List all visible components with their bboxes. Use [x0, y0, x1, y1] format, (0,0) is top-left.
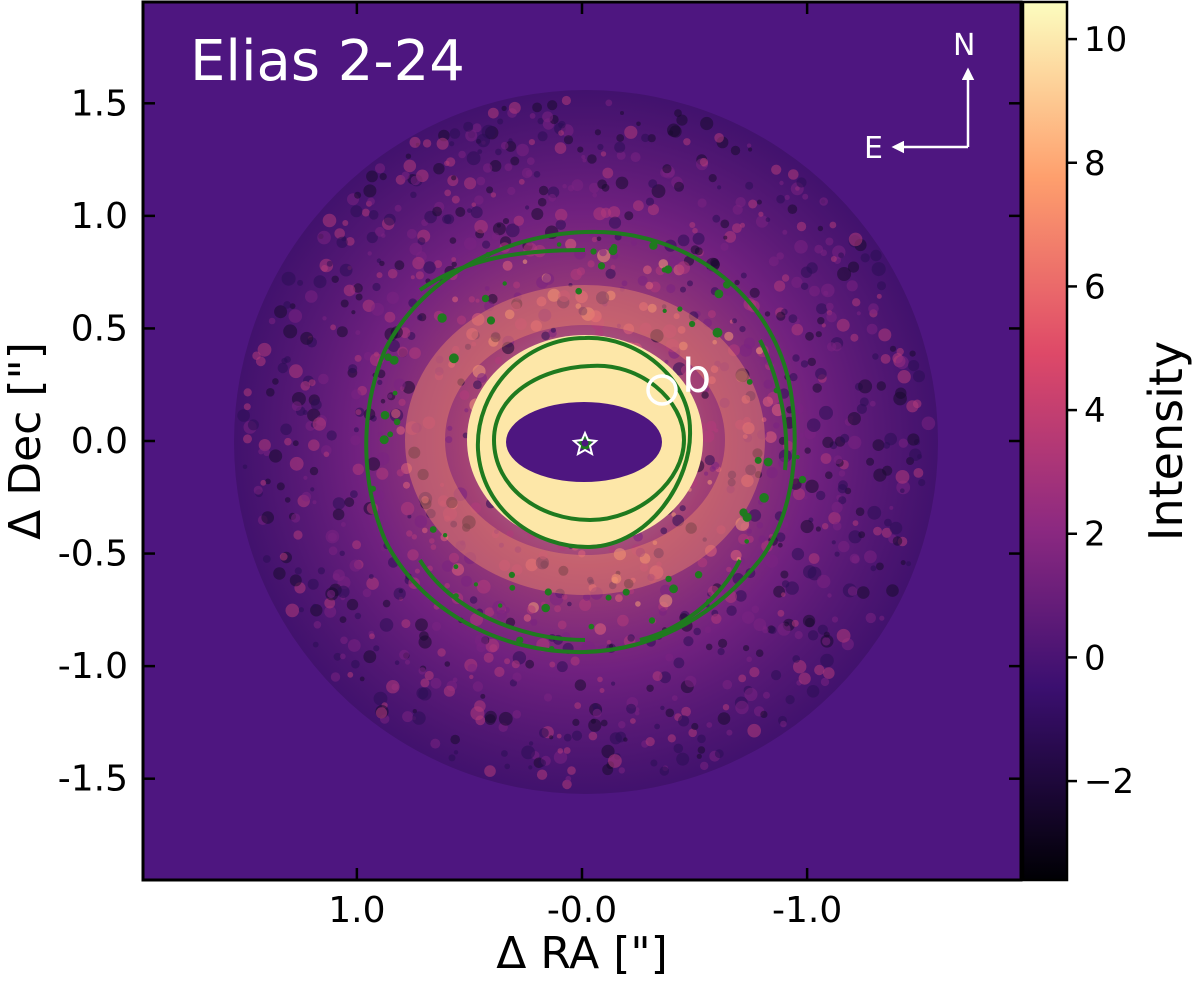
y-tick-label: 1.5: [71, 83, 128, 124]
x-axis-label: Δ RA ["]: [496, 928, 668, 979]
compass-north-label: N: [953, 28, 975, 63]
colorbar-frame: [1021, 0, 1069, 882]
compass: N E: [864, 28, 975, 166]
compass-east-label: E: [864, 131, 883, 166]
y-tick-label: -0.5: [58, 534, 128, 575]
star-icon: [571, 430, 599, 457]
x-tick-label: 1.0: [328, 890, 385, 931]
y-axis-label: Δ Dec ["]: [0, 342, 51, 540]
coronagraph-mask: [506, 402, 662, 482]
colorbar-ticks: 10 8 6 4 2 0 −2: [1067, 20, 1134, 802]
y-tick-label: -1.0: [58, 646, 128, 687]
colorbar-label: Intensity: [1139, 341, 1193, 541]
planet-b-marker: [646, 374, 678, 406]
colorbar-tick-label: 2: [1084, 515, 1106, 555]
contour-middle: [364, 229, 797, 655]
contour-outer: [418, 248, 789, 642]
x-tick-label: -1.0: [772, 890, 842, 931]
colorbar-tick-label: 10: [1084, 20, 1127, 60]
x-axis-ticks: 1.0 -0.0 -1.0: [328, 2, 842, 931]
colorbar-tick-label: 4: [1084, 391, 1106, 431]
panel-title: Elias 2-24: [190, 29, 465, 94]
colorbar: 10 8 6 4 2 0 −2 Intensity: [1021, 0, 1193, 882]
y-axis-ticks: 1.5 1.0 0.5 0.0 -0.5 -1.0 -1.5: [58, 83, 1021, 800]
colorbar-gradient: [1023, 2, 1067, 880]
contour-speckles: [370, 241, 807, 652]
y-tick-label: -1.5: [58, 759, 128, 800]
image-panel: b Elias 2-24 N E: [143, 2, 1021, 880]
x-tick-label: -0.0: [547, 890, 617, 931]
y-tick-label: 1.0: [71, 196, 128, 237]
colorbar-tick-label: 0: [1084, 638, 1106, 678]
y-tick-label: 0.0: [71, 421, 128, 462]
star-marker-ring: [578, 436, 592, 450]
y-tick-label: 0.5: [71, 308, 128, 349]
contour-inner-2: [491, 363, 687, 523]
colorbar-tick-label: −2: [1084, 762, 1134, 802]
planet-b-label: b: [682, 349, 711, 403]
colorbar-tick-label: 6: [1084, 267, 1106, 307]
colorbar-tick-label: 8: [1084, 144, 1106, 184]
ring-glow: [405, 285, 765, 595]
